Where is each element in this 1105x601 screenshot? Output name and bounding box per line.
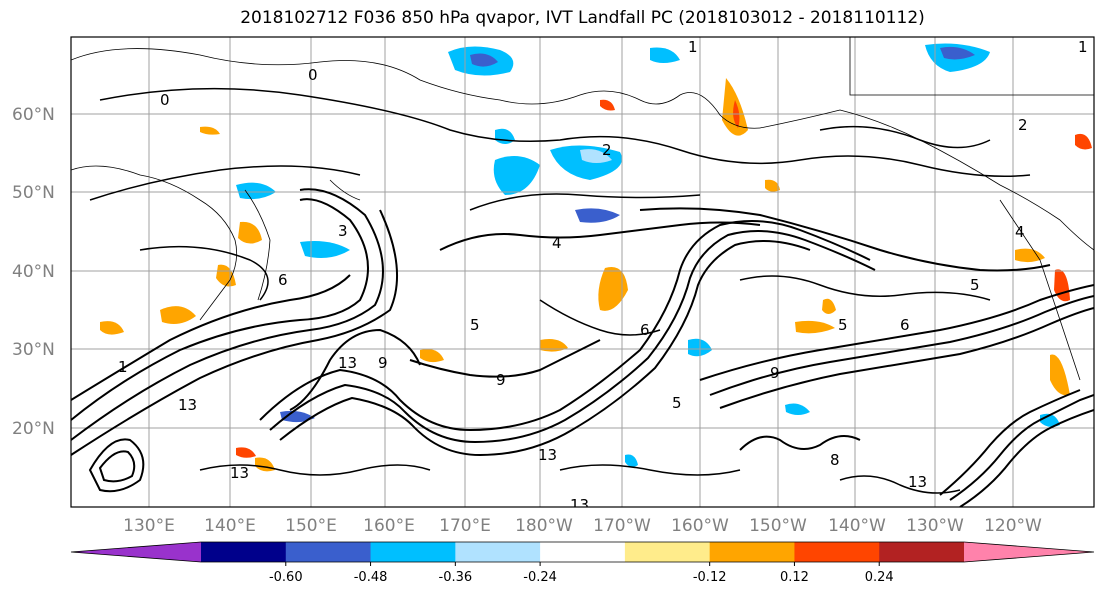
latitude-labels: 60°N 50°N 40°N 30°N 20°N bbox=[12, 105, 55, 439]
contour-labels: 1 0 2 1 2 4 4 6 6 5 5 6 9 13 13 13 13 13… bbox=[118, 38, 1088, 514]
colorbar-tick-label: -0.48 bbox=[354, 570, 388, 585]
contour-label: 6 bbox=[640, 321, 650, 339]
contour-label: 3 bbox=[338, 222, 348, 240]
longitude-label: 170°W bbox=[593, 516, 651, 536]
contour-label: 9 bbox=[770, 364, 780, 382]
contour-label: 13 bbox=[178, 396, 197, 414]
contour-label: 13 bbox=[908, 473, 927, 491]
contour-label: 0 bbox=[308, 66, 318, 84]
colorbar-segment bbox=[879, 542, 965, 562]
contour-label: 6 bbox=[900, 316, 910, 334]
colorbar-tick-label: 0.12 bbox=[780, 570, 809, 585]
contour-label: 4 bbox=[1015, 223, 1025, 241]
map-frame bbox=[70, 36, 1095, 508]
contour-label: 8 bbox=[830, 451, 840, 469]
longitude-labels: 130°E 140°E 150°E 160°E 170°E 180°W 170°… bbox=[123, 516, 1042, 536]
longitude-label: 120°W bbox=[984, 516, 1042, 536]
longitude-label: 130°W bbox=[906, 516, 964, 536]
coastlines bbox=[71, 37, 1094, 381]
contour-label: 2 bbox=[602, 141, 612, 159]
colorbar-extend-min bbox=[71, 542, 201, 562]
longitude-label: 170°E bbox=[439, 516, 491, 536]
longitude-label: 150°E bbox=[285, 516, 337, 536]
longitude-label: 180°W bbox=[515, 516, 573, 536]
longitude-label: 150°W bbox=[749, 516, 807, 536]
contour-label: 13 bbox=[338, 354, 357, 372]
colorbar-segment bbox=[370, 542, 456, 562]
longitude-label: 130°E bbox=[123, 516, 175, 536]
colorbar-segment bbox=[540, 542, 626, 562]
contour-label: 9 bbox=[496, 371, 506, 389]
contour-label: 13 bbox=[230, 464, 249, 482]
colorbar-segment bbox=[709, 542, 795, 562]
contour-label: 5 bbox=[672, 394, 682, 412]
colorbar-segment bbox=[455, 542, 541, 562]
colorbar-tick-label: -0.12 bbox=[693, 570, 727, 585]
longitude-label: 140°W bbox=[828, 516, 886, 536]
longitude-label: 160°E bbox=[363, 516, 415, 536]
ivt-contours bbox=[71, 188, 1094, 507]
contour-label: 5 bbox=[838, 316, 848, 334]
longitude-label: 140°E bbox=[204, 516, 256, 536]
contour-label: 1 bbox=[1078, 38, 1088, 56]
colorbar-segment bbox=[285, 542, 372, 562]
latitude-label: 50°N bbox=[12, 183, 55, 203]
colorbar-tick-label: -0.60 bbox=[269, 570, 303, 585]
longitude-label: 160°W bbox=[671, 516, 729, 536]
contour-label: 4 bbox=[552, 234, 562, 252]
colorbar-outline bbox=[70, 541, 1095, 563]
colorbar: -0.60 -0.48 -0.36 -0.24 -0.12 0.12 0.24 bbox=[70, 541, 1095, 585]
latitude-label: 30°N bbox=[12, 340, 55, 360]
contour-label: 2 bbox=[1018, 116, 1028, 134]
contour-label: 13 bbox=[538, 446, 557, 464]
contour-label: 1 bbox=[688, 38, 698, 56]
colorbar-segment bbox=[201, 542, 287, 562]
contour-label: 1 bbox=[118, 358, 128, 376]
colorbar-tick-label: -0.36 bbox=[439, 570, 473, 585]
contour-label: 0 bbox=[160, 91, 170, 109]
contour-label: 13 bbox=[570, 496, 589, 514]
graticule bbox=[71, 37, 1094, 507]
contour-label: 5 bbox=[970, 276, 980, 294]
colorbar-tick-label: 0.24 bbox=[865, 570, 894, 585]
contour-label: 5 bbox=[470, 316, 480, 334]
colorbar-segment bbox=[794, 542, 880, 562]
latitude-label: 60°N bbox=[12, 105, 55, 125]
plot-title: 2018102712 F036 850 hPa qvapor, IVT Land… bbox=[240, 8, 925, 28]
colorbar-extend-max bbox=[964, 542, 1094, 562]
map-background bbox=[71, 37, 1094, 507]
colorbar-segment bbox=[624, 542, 711, 562]
latitude-label: 40°N bbox=[12, 262, 55, 282]
contour-label: 6 bbox=[278, 271, 288, 289]
colorbar-tick-label: -0.24 bbox=[523, 570, 557, 585]
contour-label: 9 bbox=[378, 354, 388, 372]
ivt-contours-thin bbox=[89, 87, 1031, 494]
latitude-label: 20°N bbox=[12, 419, 55, 439]
